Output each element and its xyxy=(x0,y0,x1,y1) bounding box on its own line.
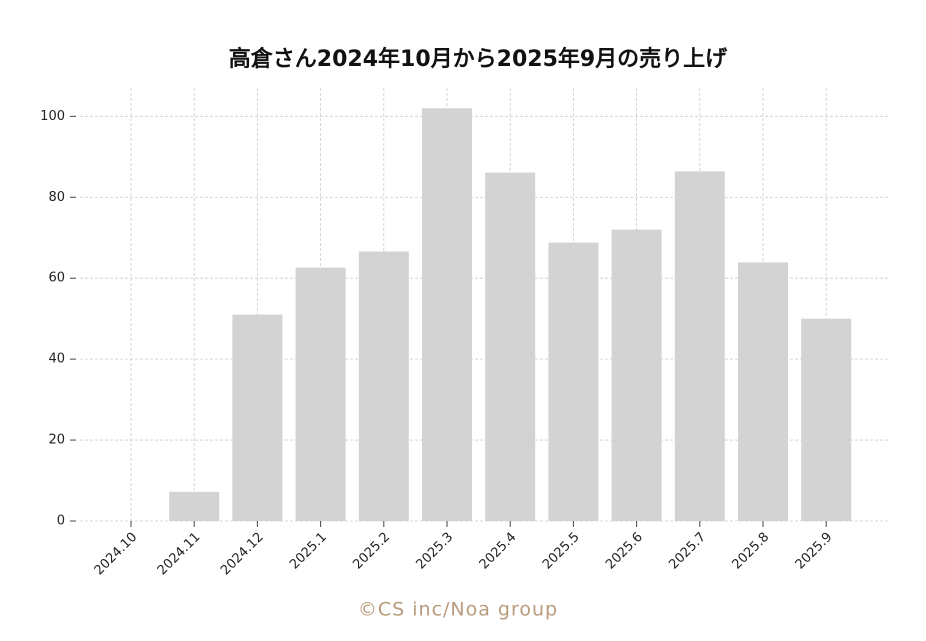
bar xyxy=(738,262,788,521)
y-tick-label: 40 xyxy=(48,352,65,367)
x-tick-label: 2025.3 xyxy=(414,530,457,573)
x-tick-label: 2024.10 xyxy=(92,530,141,579)
x-tick-label: 2025.8 xyxy=(730,530,773,573)
bar xyxy=(548,242,599,521)
bar xyxy=(232,314,283,521)
bar xyxy=(422,108,472,521)
bar xyxy=(801,318,852,521)
bar xyxy=(674,171,725,521)
bar xyxy=(295,267,346,521)
footer: ©CS inc/Noa group xyxy=(358,599,558,621)
bar xyxy=(169,491,220,521)
bar xyxy=(358,251,409,521)
x-tick-label: 2025.2 xyxy=(350,530,393,573)
x-tick-label: 2024.12 xyxy=(218,530,267,579)
x-tick-label: 2025.9 xyxy=(793,530,836,573)
y-tick-label: 20 xyxy=(48,433,65,448)
bar xyxy=(485,172,536,521)
x-tick-label: 2024.11 xyxy=(155,530,204,579)
y-tick-label: 100 xyxy=(40,109,65,124)
bar xyxy=(611,229,662,522)
x-tick-label: 2025.4 xyxy=(477,530,520,573)
y-tick-label: 60 xyxy=(48,271,65,286)
chart-title: 高倉さん2024年10月から2025年9月の売り上げ xyxy=(229,46,728,72)
y-tick-label: 0 xyxy=(57,514,65,529)
x-tick-label: 2025.1 xyxy=(287,530,330,573)
x-tick-label: 2025.5 xyxy=(540,530,583,573)
x-tick-label: 2025.7 xyxy=(666,530,709,573)
x-tick-label: 2025.6 xyxy=(603,530,646,573)
y-tick-label: 80 xyxy=(48,190,65,205)
